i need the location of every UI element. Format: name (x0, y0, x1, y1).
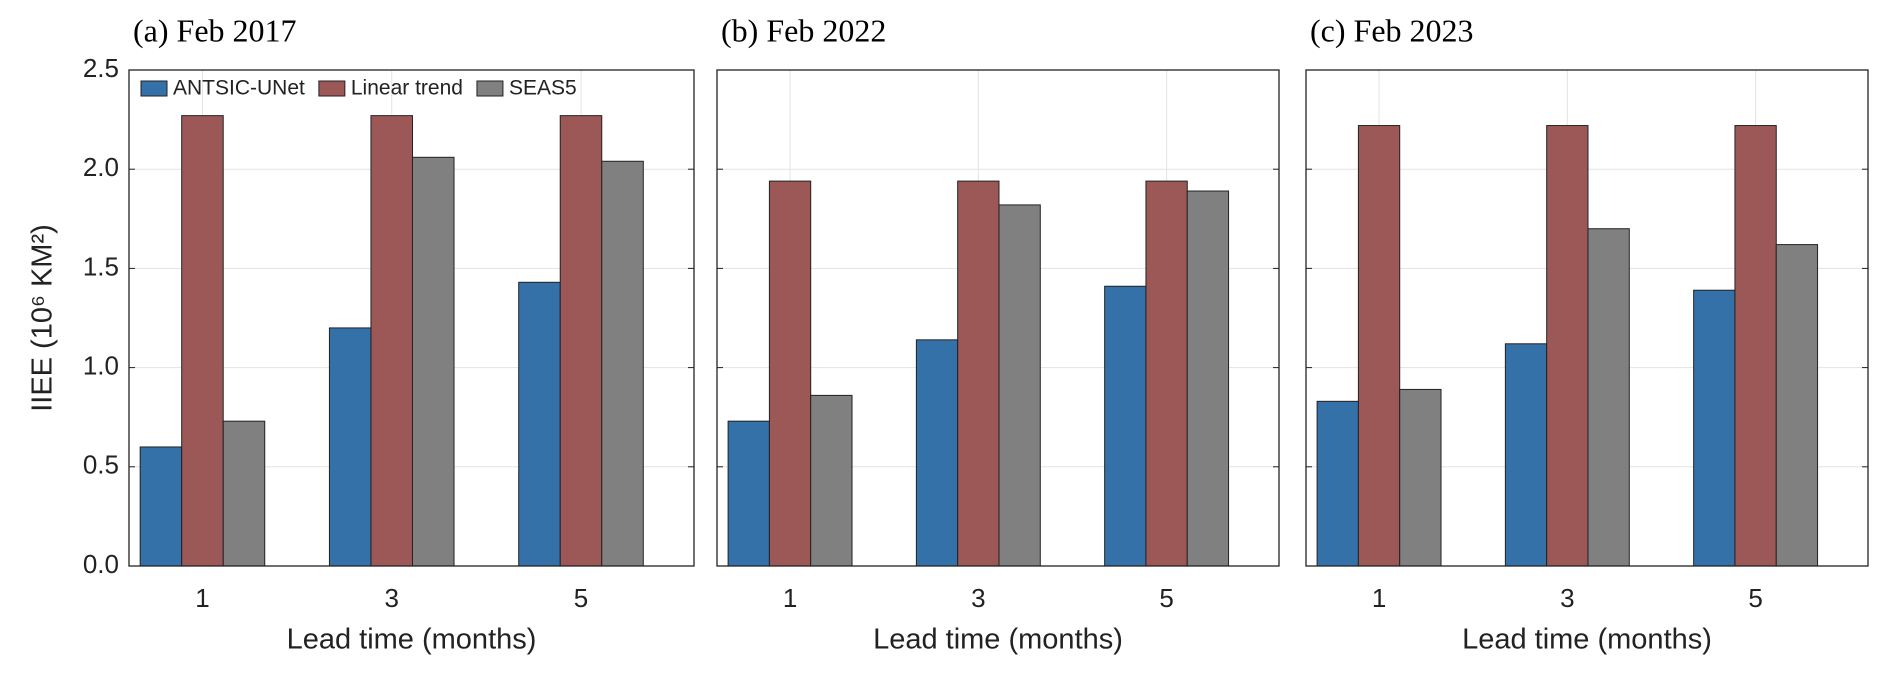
bar (139, 446, 183, 567)
bar (768, 180, 812, 567)
x-tick-label: 5 (1748, 583, 1762, 613)
chart-title: (b) Feb 2022 (721, 12, 886, 48)
chart-title: (a) Feb 2017 (133, 12, 297, 48)
bar (559, 115, 603, 567)
x-axis-label: Lead time (months) (287, 624, 537, 656)
bar (1504, 343, 1548, 567)
bar (518, 281, 561, 567)
y-tick-label: 2.5 (83, 53, 119, 83)
bar (411, 156, 455, 567)
x-tick-label: 1 (783, 583, 797, 613)
y-tick-label: 2.0 (83, 152, 119, 182)
bar (957, 180, 1000, 567)
legend-swatch (140, 80, 168, 97)
bar (1104, 285, 1147, 567)
plot-frame (1305, 69, 1869, 567)
bar (1775, 244, 1819, 567)
x-tick-label: 1 (195, 583, 209, 613)
bar (1186, 190, 1230, 567)
chart-title: (c) Feb 2023 (1310, 12, 1474, 48)
plot-frame (716, 69, 1280, 567)
x-tick-label: 5 (1159, 583, 1173, 613)
legend-label: SEAS5 (509, 77, 577, 100)
x-axis-label: Lead time (months) (1462, 624, 1712, 656)
bar (1587, 228, 1630, 567)
legend-label: Linear trend (351, 77, 463, 100)
x-tick-label: 1 (1372, 583, 1386, 613)
legend-swatch (476, 80, 504, 97)
bar (370, 115, 413, 567)
legend-label: ANTSIC-UNet (173, 77, 305, 100)
y-tick-label: 0.0 (83, 549, 119, 579)
bar (1693, 289, 1736, 567)
y-tick-label: 0.5 (83, 450, 119, 480)
bar (1546, 125, 1589, 567)
x-axis-label: Lead time (months) (873, 624, 1123, 656)
bar (915, 339, 959, 567)
bar (1399, 388, 1442, 567)
x-tick-label: 3 (384, 583, 398, 613)
bar (1145, 180, 1188, 567)
bar (222, 420, 266, 567)
x-tick-label: 3 (971, 583, 985, 613)
bar (328, 327, 372, 567)
x-tick-label: 5 (574, 583, 588, 613)
bar (727, 420, 770, 567)
bar (1316, 400, 1359, 567)
legend-swatch (318, 80, 346, 97)
bar (1734, 125, 1777, 567)
y-tick-label: 1.0 (83, 350, 119, 380)
y-tick-label: 1.5 (83, 251, 119, 281)
x-tick-label: 3 (1560, 583, 1574, 613)
plot-frame (128, 69, 695, 567)
bar (181, 115, 224, 567)
bar (998, 204, 1041, 567)
bar (1357, 125, 1401, 567)
bar (601, 160, 644, 567)
bar (810, 394, 853, 567)
y-axis-label: IIEE (10⁶ KM²) (27, 224, 59, 412)
